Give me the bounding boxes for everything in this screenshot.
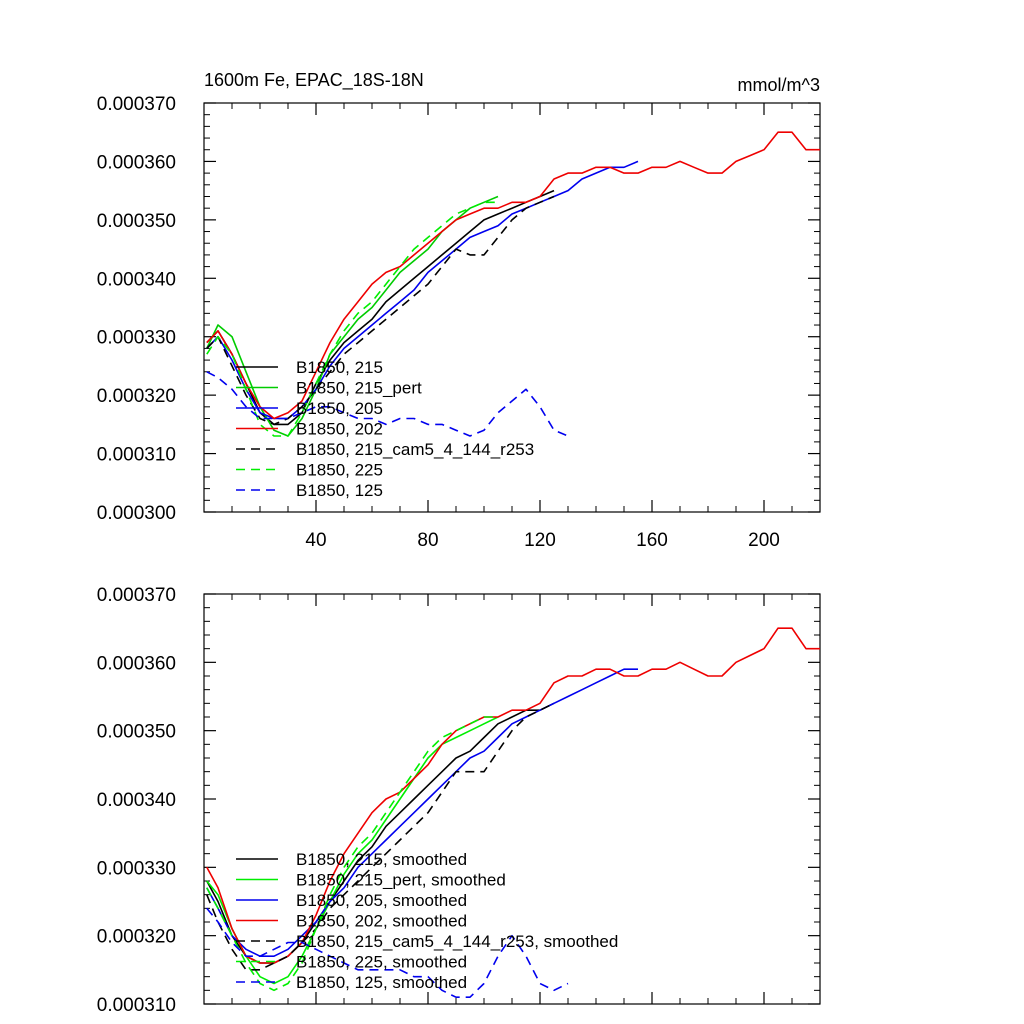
y-tick-label: 0.000370 <box>97 94 176 115</box>
series-line-4 <box>206 131 820 420</box>
y-tick-label: 0.000310 <box>97 445 176 466</box>
y-tick-label: 0.000320 <box>97 386 176 407</box>
legend-entry: B1850, 125 <box>296 481 383 500</box>
y-tick-label: 0.000340 <box>97 269 176 290</box>
y-tick-label: 0.000330 <box>97 858 176 879</box>
panel-1: 0.000300 0.000310 0.000320 0.000330 0.000340… <box>97 70 821 551</box>
legend-entry: B1850, 205 <box>296 399 383 418</box>
series-line-2 <box>206 716 499 985</box>
series-line-3 <box>206 668 638 958</box>
series-line-7 <box>206 371 569 437</box>
legend-entry: B1850, 205, smoothed <box>296 891 467 910</box>
legend-entry: B1850, 215 <box>296 358 383 377</box>
y-tick-label: 0.000320 <box>97 927 176 948</box>
x-tick-label: 40 <box>305 530 326 551</box>
legend-entry: B1850, 202 <box>296 420 383 439</box>
y-tick-label: 0.000340 <box>97 790 176 811</box>
legend-entry: B1850, 215_cam5_4_144_r253 <box>296 440 534 459</box>
series-line-5 <box>206 702 555 971</box>
y-tick-label: 0.000310 <box>97 995 176 1016</box>
y-tick-label: 0.000360 <box>97 653 176 674</box>
legend-entry: B1850, 202, smoothed <box>296 912 467 931</box>
y-tick-label: 0.000330 <box>97 328 176 349</box>
y-tick-label: 0.000300 <box>97 503 176 524</box>
x-tick-label: 120 <box>524 530 556 551</box>
legend: B1850, 215, smoothed B1850, 215_pert, smo… <box>236 850 618 992</box>
series-line-6 <box>206 716 498 992</box>
legend-entry: B1850, 225, smoothed <box>296 953 467 972</box>
legend-entry: B1850, 215, smoothed <box>296 850 467 869</box>
y-tick-label: 0.000370 <box>97 585 176 606</box>
y-tick-label: 0.000350 <box>97 722 176 743</box>
series-line-5 <box>206 195 555 426</box>
legend-entry: B1850, 225 <box>296 461 383 480</box>
series-line-4 <box>206 627 820 964</box>
legend-entry: B1850, 125, smoothed <box>296 973 467 992</box>
units-label: mmol/m^3 <box>738 75 820 95</box>
series-line-7 <box>206 907 569 999</box>
legend-entry: B1850, 215_pert <box>296 379 422 398</box>
series-line-1 <box>206 189 555 426</box>
chart-title: 1600m Fe, EPAC_18S-18N <box>204 70 424 91</box>
x-tick-label: 160 <box>636 530 668 551</box>
y-tick-label: 0.000350 <box>97 211 176 232</box>
x-tick-label: 200 <box>748 530 780 551</box>
panel-2: 0.000310 0.000320 0.000330 0.000340 0.000350… <box>97 585 821 1016</box>
series-line-3 <box>206 160 639 420</box>
y-tick-label: 0.000360 <box>97 152 176 173</box>
legend-entry: B1850, 215_cam5_4_144_r253, smoothed <box>296 932 618 951</box>
legend-entry: B1850, 215_pert, smoothed <box>296 871 506 890</box>
series-group <box>206 627 820 999</box>
series-line-6 <box>206 201 498 437</box>
series-group <box>206 131 820 437</box>
x-tick-label: 80 <box>417 530 438 551</box>
